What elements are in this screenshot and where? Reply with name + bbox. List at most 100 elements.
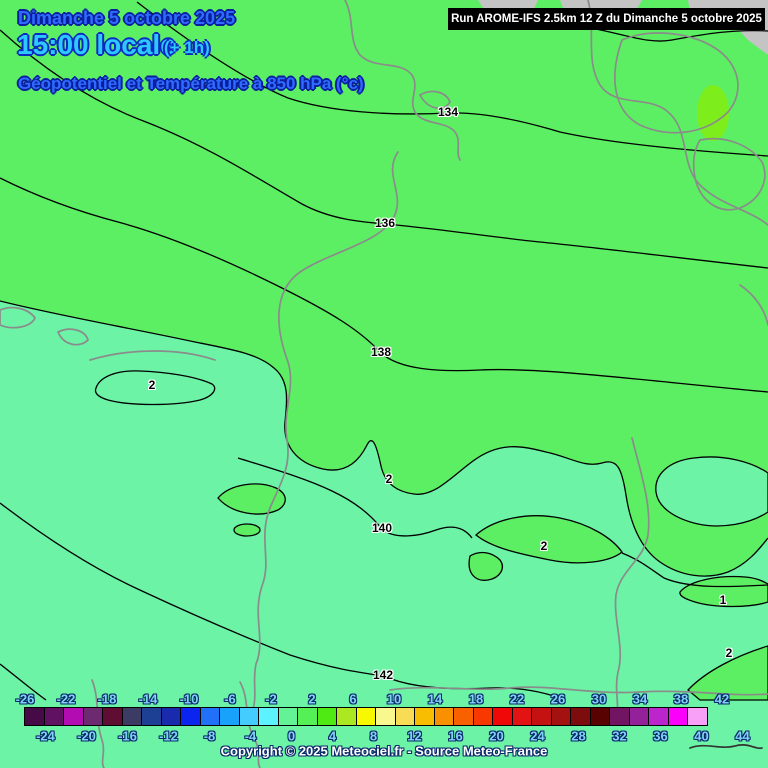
contour-138 <box>0 177 768 393</box>
scale-cell-7 <box>160 707 181 726</box>
contour-134 <box>136 1 768 157</box>
scale-label: 30 <box>591 691 607 707</box>
geopotential-contours <box>0 1 768 701</box>
scale-label: 20 <box>489 728 504 744</box>
temperature-label: 1 <box>719 593 727 607</box>
scale-label: -14 <box>138 691 158 707</box>
scale-label: -16 <box>118 728 137 744</box>
river-main <box>251 151 399 713</box>
scale-label: 42 <box>714 691 730 707</box>
border-east <box>614 437 650 716</box>
contour-132 <box>595 28 768 42</box>
scale-cell-31 <box>628 707 649 726</box>
scale-label: 38 <box>673 691 689 707</box>
scale-label: 8 <box>369 728 378 744</box>
scale-label: -22 <box>56 691 76 707</box>
temperature-label: 2 <box>148 378 156 392</box>
scale-cell-30 <box>609 707 630 726</box>
run-banner: Run AROME-IFS 2.5km 12 Z du Dimanche 5 o… <box>448 8 765 30</box>
scale-cell-9 <box>199 707 220 726</box>
isotherm-2-closed <box>94 370 216 406</box>
temperature-label: 2 <box>540 539 548 553</box>
scale-label: 0 <box>287 728 296 744</box>
scale-label: 40 <box>694 728 709 744</box>
scale-label: 6 <box>349 691 357 707</box>
scale-cell-17 <box>355 707 376 726</box>
scale-label: 22 <box>509 691 525 707</box>
warm-air-blob <box>697 85 729 141</box>
scale-cell-13 <box>277 707 298 726</box>
time-offset: (+ 1h) <box>164 38 210 57</box>
contour-136 <box>0 29 768 269</box>
time-title: 15:00 locale <box>17 29 176 60</box>
scale-cell-3 <box>82 707 103 726</box>
scale-cell-14 <box>297 707 318 726</box>
map-subtitle: Géopotentiel et Température à 850 hPa (°… <box>18 74 364 93</box>
scale-label: 28 <box>571 728 586 744</box>
isotherm-2-boundary <box>0 300 768 577</box>
coast-estuary <box>344 0 461 161</box>
scale-cell-4 <box>102 707 123 726</box>
scale-cell-29 <box>589 707 610 726</box>
scale-label: -24 <box>36 728 55 744</box>
scale-cell-20 <box>414 707 435 726</box>
geopotential-label-134: 134 <box>437 105 459 119</box>
scale-label: -20 <box>77 728 96 744</box>
geopotential-label-136: 136 <box>374 216 396 230</box>
scale-label: 34 <box>632 691 648 707</box>
contour-142 <box>0 502 566 701</box>
contour-144 <box>0 663 47 701</box>
scale-label: 18 <box>468 691 484 707</box>
scale-cell-19 <box>394 707 415 726</box>
copyright-notice: Copyright © 2025 Meteociel.fr - Source M… <box>220 743 548 759</box>
scale-cell-28 <box>570 707 591 726</box>
scale-cell-25 <box>511 707 532 726</box>
scale-label: 10 <box>386 691 402 707</box>
scale-label: -12 <box>159 728 178 744</box>
scale-cell-16 <box>336 707 357 726</box>
cool-pocket <box>655 456 768 527</box>
contour-140b <box>621 552 768 588</box>
scale-label: 14 <box>427 691 443 707</box>
scale-cell-22 <box>453 707 474 726</box>
temperature-label: 2 <box>385 472 393 486</box>
scale-label: 16 <box>448 728 463 744</box>
date-title: Dimanche 5 octobre 2025 <box>18 8 236 28</box>
scale-label: -8 <box>203 728 216 744</box>
scale-label: -2 <box>265 691 277 707</box>
scale-label: 12 <box>407 728 422 744</box>
scale-cell-18 <box>375 707 396 726</box>
scale-label: 26 <box>550 691 566 707</box>
coast-topright <box>587 0 768 226</box>
scale-cell-15 <box>316 707 337 726</box>
scale-cell-10 <box>219 707 240 726</box>
scale-label: -10 <box>179 691 199 707</box>
scale-cell-0 <box>24 707 45 726</box>
scale-cell-5 <box>121 707 142 726</box>
temperature-label: 2 <box>725 646 733 660</box>
scale-cell-33 <box>667 707 688 726</box>
scale-cell-1 <box>43 707 64 726</box>
scale-cell-6 <box>141 707 162 726</box>
scale-label: -18 <box>97 691 117 707</box>
color-scale-bar <box>24 707 708 726</box>
scale-label: 44 <box>735 728 750 744</box>
scale-cell-26 <box>531 707 552 726</box>
scale-cell-24 <box>492 707 513 726</box>
scale-cell-23 <box>472 707 493 726</box>
scale-cell-2 <box>63 707 84 726</box>
scale-label: -4 <box>244 728 257 744</box>
scale-cell-11 <box>238 707 259 726</box>
scale-cell-34 <box>687 707 708 726</box>
scale-cell-12 <box>258 707 279 726</box>
scale-cell-27 <box>550 707 571 726</box>
cool-region-fill <box>0 301 768 768</box>
scale-label: -6 <box>224 691 236 707</box>
geopotential-label-140: 140 <box>371 521 393 535</box>
scale-label: 2 <box>308 691 316 707</box>
contour-140 <box>237 457 473 539</box>
scale-cell-8 <box>180 707 201 726</box>
